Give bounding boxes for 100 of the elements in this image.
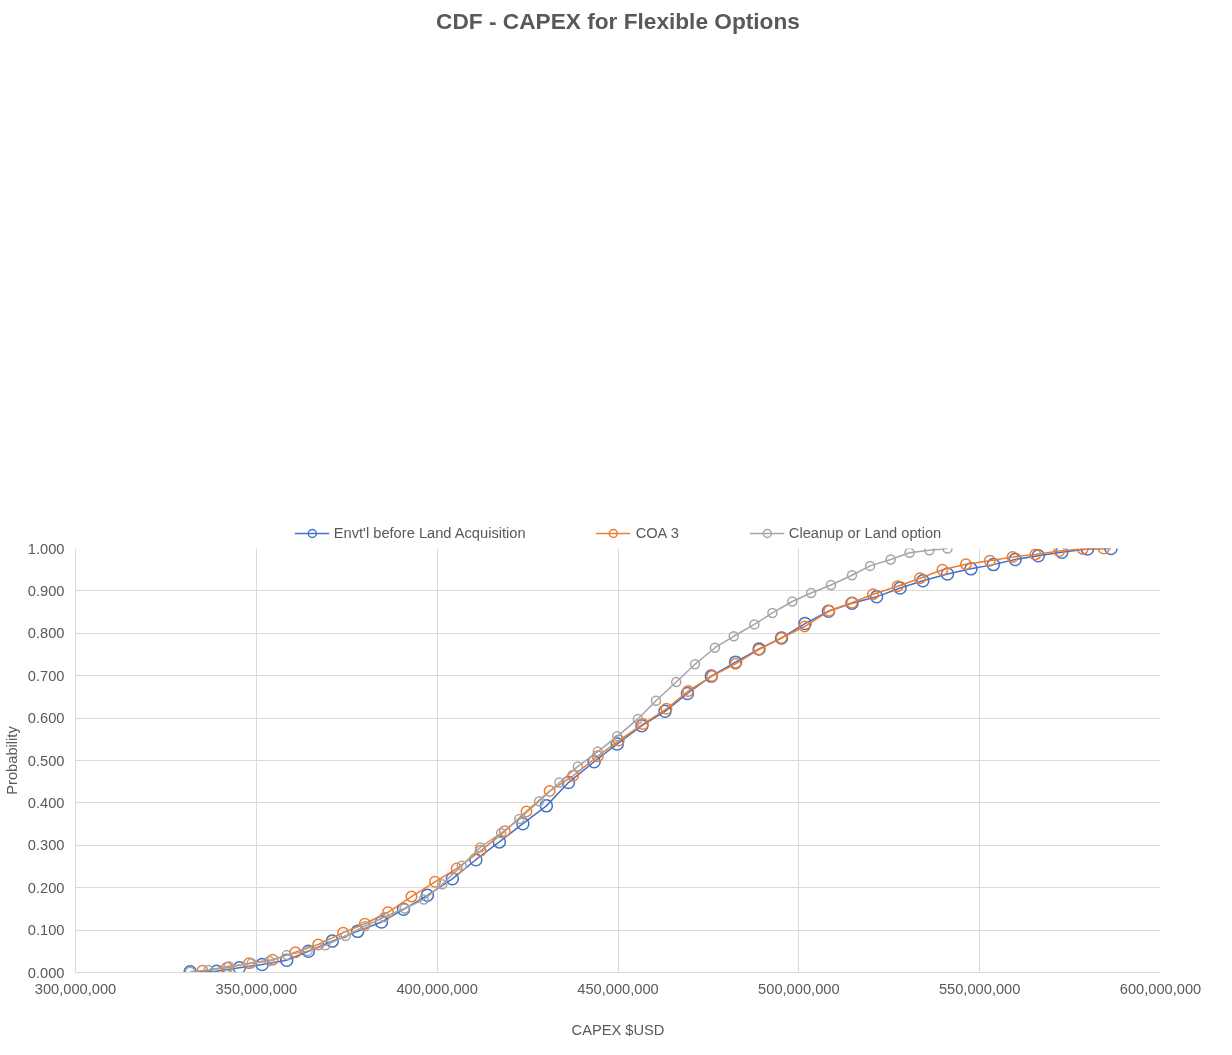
y-axis-title: Probability — [3, 725, 20, 795]
point — [539, 799, 554, 813]
point — [825, 579, 837, 591]
point — [682, 684, 695, 697]
y-tick-label: 0.000 — [27, 964, 65, 981]
point — [869, 590, 884, 604]
point — [904, 548, 915, 558]
point — [359, 921, 371, 932]
point — [279, 953, 294, 967]
x-tick-label: 300,000,000 — [34, 980, 117, 997]
y-tick-label: 0.400 — [27, 794, 65, 811]
point — [864, 560, 876, 572]
point — [350, 924, 365, 939]
point — [632, 713, 644, 725]
y-tick-label: 0.200 — [27, 879, 65, 896]
point — [264, 955, 275, 967]
point — [281, 949, 292, 961]
point — [916, 573, 930, 588]
point — [436, 879, 448, 890]
point — [798, 620, 811, 633]
point — [709, 642, 721, 653]
y-tick-label: 0.900 — [27, 582, 65, 599]
point — [572, 761, 584, 772]
point — [325, 934, 340, 948]
point — [592, 746, 603, 757]
point — [1006, 550, 1019, 563]
point — [591, 750, 604, 763]
point — [381, 906, 394, 919]
point — [885, 554, 896, 565]
point — [749, 619, 760, 630]
point — [650, 695, 662, 706]
point — [913, 572, 926, 585]
point — [728, 631, 739, 642]
x-axis-title: CAPEX $USD — [571, 1021, 665, 1038]
x-tick-label: 400,000,000 — [396, 980, 478, 997]
point — [964, 562, 978, 576]
point — [474, 842, 486, 853]
point — [986, 557, 1001, 572]
point — [255, 957, 269, 972]
point — [658, 704, 672, 719]
y-tick-label: 1.000 — [27, 540, 65, 557]
point — [203, 964, 214, 973]
point — [358, 917, 371, 930]
point — [805, 587, 817, 599]
point — [445, 872, 460, 886]
legend-label: COA 3 — [635, 525, 679, 541]
point — [612, 734, 625, 747]
point — [232, 961, 247, 973]
point — [612, 731, 623, 742]
point — [610, 737, 625, 751]
point — [266, 953, 279, 966]
point — [660, 702, 673, 715]
point — [561, 775, 576, 790]
point — [495, 827, 507, 839]
point — [420, 888, 435, 903]
point — [787, 596, 798, 607]
x-tick-label: 450,000,000 — [577, 980, 659, 997]
point — [689, 659, 701, 670]
y-tick-label: 0.300 — [27, 837, 65, 854]
point — [418, 894, 430, 905]
y-tick-label: 0.100 — [27, 922, 65, 939]
x-tick-label: 600,000,000 — [1119, 980, 1202, 997]
point — [533, 795, 545, 807]
point — [450, 862, 463, 875]
point — [379, 911, 390, 923]
point — [429, 875, 441, 888]
point — [1031, 548, 1046, 563]
x-tick-label: 550,000,000 — [938, 980, 1021, 997]
point — [516, 816, 530, 831]
legend-label: Cleanup or Land option — [788, 525, 942, 541]
y-tick-label: 0.700 — [27, 667, 65, 684]
y-tick-label: 0.600 — [27, 710, 65, 727]
point — [320, 940, 331, 951]
point — [1008, 552, 1022, 567]
point — [680, 686, 695, 701]
point — [767, 607, 778, 619]
point — [405, 890, 418, 903]
point — [312, 938, 325, 951]
x-tick-label: 350,000,000 — [215, 980, 298, 997]
point — [866, 588, 879, 601]
point — [543, 785, 556, 798]
point — [983, 554, 996, 567]
point — [337, 926, 350, 939]
point — [340, 930, 351, 942]
point — [587, 755, 601, 769]
point — [374, 915, 389, 929]
point — [936, 563, 949, 576]
point — [670, 676, 682, 688]
point — [492, 835, 507, 849]
point — [567, 769, 580, 782]
chart-title: CDF - CAPEX for Flexible Options — [436, 7, 800, 34]
point — [498, 825, 511, 838]
point — [514, 813, 525, 825]
point — [959, 558, 972, 571]
point — [289, 946, 302, 959]
point — [940, 567, 955, 581]
legend-label: Envt'l before Land Acquisition — [333, 525, 526, 541]
y-tick-label: 0.800 — [27, 625, 65, 642]
point — [846, 569, 858, 581]
point — [520, 805, 533, 818]
